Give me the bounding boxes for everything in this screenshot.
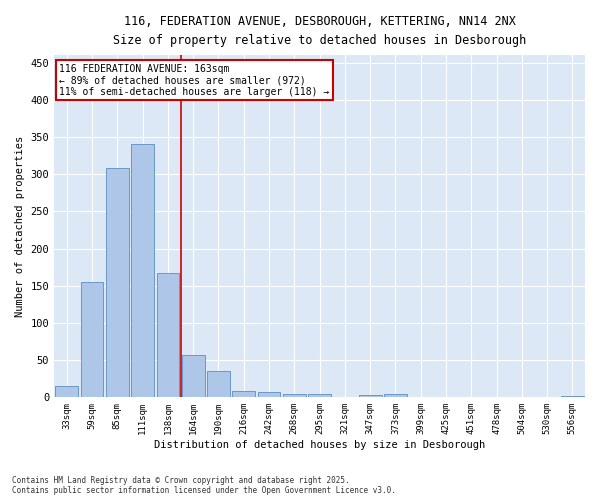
Bar [81,282,103,398]
Bar [157,273,179,398]
Y-axis label: Number of detached properties: Number of detached properties [15,136,25,317]
Bar [257,392,280,398]
Bar [561,396,584,398]
Bar [308,394,331,398]
Bar [182,355,205,398]
Bar [359,395,382,398]
Title: 116, FEDERATION AVENUE, DESBOROUGH, KETTERING, NN14 2NX
Size of property relativ: 116, FEDERATION AVENUE, DESBOROUGH, KETT… [113,15,526,47]
Text: 116 FEDERATION AVENUE: 163sqm
← 89% of detached houses are smaller (972)
11% of : 116 FEDERATION AVENUE: 163sqm ← 89% of d… [59,64,330,97]
Bar [55,386,78,398]
Text: Contains HM Land Registry data © Crown copyright and database right 2025.
Contai: Contains HM Land Registry data © Crown c… [12,476,396,495]
Bar [131,144,154,398]
Bar [384,394,407,398]
X-axis label: Distribution of detached houses by size in Desborough: Distribution of detached houses by size … [154,440,485,450]
Bar [283,394,305,398]
Bar [207,372,230,398]
Bar [232,390,255,398]
Bar [106,168,129,398]
